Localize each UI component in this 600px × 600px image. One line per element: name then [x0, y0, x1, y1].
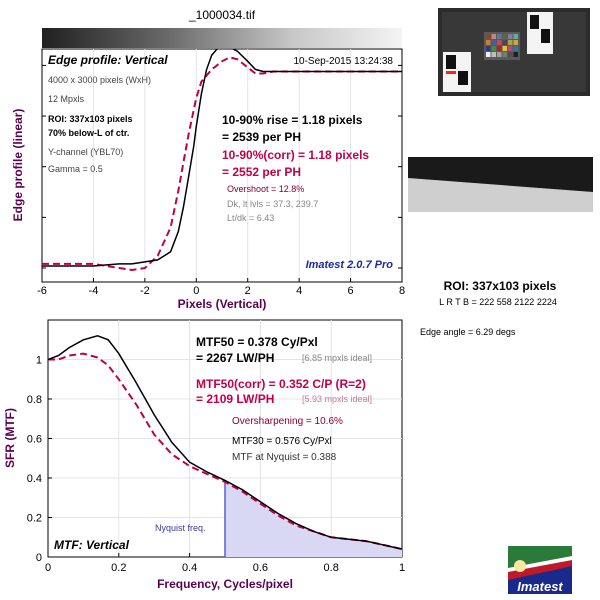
color-patch — [486, 52, 491, 57]
mtf-ylabel: SFR (MTF) — [3, 408, 17, 468]
color-patch — [508, 46, 513, 51]
mtf-panel-label: MTF: Vertical — [54, 538, 130, 552]
color-patch — [491, 40, 496, 45]
mtf50-line1: MTF50 = 0.378 Cy/Pxl — [196, 335, 318, 349]
edge-profile-xlabel: Pixels (Vertical) — [178, 297, 267, 311]
mtf-x-tick-label: 0.4 — [182, 562, 197, 574]
edge-profile-title: Edge profile: Vertical — [48, 53, 168, 67]
edge-profile-datetime: 10-Sep-2015 13:24:38 — [293, 56, 393, 67]
rise-corr-line2: = 2552 per PH — [222, 165, 301, 179]
color-patch — [513, 46, 518, 51]
color-patch — [497, 40, 502, 45]
mtf-y-tick-label: 0 — [36, 552, 42, 564]
mtf-measured-line — [48, 335, 402, 550]
imatest-logo-text: Imatest — [517, 579, 563, 594]
color-patch — [497, 34, 502, 39]
mtf-xlabel: Frequency, Cycles/pixel — [157, 577, 293, 591]
mtf50-line2: = 2267 LW/PH — [196, 351, 274, 365]
mtf-x-tick-label: 0.6 — [253, 562, 268, 574]
edge-profile-x-ticks: -6 -4 -2 0 2 4 6 8 — [37, 64, 405, 297]
mtf50-corr-ideal: [5.93 mpxls ideal] — [302, 394, 372, 404]
color-patch — [513, 52, 518, 57]
info-gamma: Gamma = 0.5 — [48, 164, 103, 174]
nyquist-label: Nyquist freq. — [155, 523, 206, 533]
mtf-gridlines — [48, 320, 402, 557]
color-patch — [497, 46, 502, 51]
color-patch — [502, 46, 507, 51]
info-roi: ROI: 337x103 pixels — [48, 114, 133, 124]
mtf-x-tick-label: 1 — [399, 562, 405, 574]
edge-profile-ylabel: Edge profile (linear) — [11, 109, 25, 222]
test-chart-thumbnail — [438, 8, 590, 96]
color-patch — [513, 40, 518, 45]
edge-profile-x-tick-label: 8 — [399, 285, 405, 297]
color-patch — [497, 52, 502, 57]
overshoot: Overshoot = 12.8% — [227, 184, 304, 194]
edge-angle: Edge angle = 6.29 degs — [420, 327, 516, 337]
roi-coordinates: L R T B = 222 558 2122 2224 — [439, 297, 557, 307]
color-patch — [508, 40, 513, 45]
edge-profile-corrected-line — [42, 56, 402, 272]
info-channel: Y-channel (YBL70) — [48, 147, 123, 157]
rise-line1: 10-90% rise = 1.18 pixels — [222, 113, 363, 127]
color-patch — [486, 34, 491, 39]
mtf-x-tick-label: 0.8 — [324, 562, 339, 574]
color-patch — [508, 52, 513, 57]
color-patch — [508, 34, 513, 39]
nyquist-shaded-area — [225, 480, 402, 557]
info-megapixels: 12 Mpxls — [48, 94, 85, 104]
mtf50-corr-line2: = 2109 LW/PH — [196, 392, 274, 406]
edge-profile-measured-line — [42, 49, 402, 267]
color-patch — [502, 34, 507, 39]
mtf-corrected-line — [48, 352, 402, 551]
mtf-y-tick-label: 0.4 — [27, 473, 42, 485]
imatest-version: Imatest 2.0.7 Pro — [306, 259, 394, 271]
mtf-x-tick-label: 0 — [45, 562, 51, 574]
mtf30: MTF30 = 0.576 Cy/Pxl — [232, 436, 332, 447]
info-dimensions: 4000 x 3000 pixels (WxH) — [48, 75, 151, 85]
color-patch — [486, 46, 491, 51]
mtf50-corr-line1: MTF50(corr) = 0.352 C/P (R=2) — [196, 377, 366, 391]
oversharpening: Oversharpening = 10.6% — [232, 416, 343, 427]
roi-size: ROI: 337x103 pixels — [444, 279, 557, 293]
info-location: 70% below-L of ctr. — [48, 128, 129, 138]
mtf-at-nyquist: MTF at Nyquist = 0.388 — [232, 452, 337, 463]
color-patch — [491, 34, 496, 39]
edge-profile-x-tick-label: -6 — [37, 285, 47, 297]
mtf-y-tick-label: 0.6 — [27, 434, 42, 446]
edge-profile-x-tick-label: 4 — [296, 285, 302, 297]
color-patch — [491, 52, 496, 57]
light-dark-ratio: Lt/dk = 6.43 — [227, 213, 274, 223]
roi-crop-thumbnail — [408, 157, 593, 212]
dark-light-levels: Dk, lt lvls = 37.3, 239.7 — [227, 199, 318, 209]
mtf-x-tick-label: 0.2 — [111, 562, 126, 574]
edge-profile-x-tick-label: 0 — [193, 285, 199, 297]
color-patch — [513, 34, 518, 39]
mtf-y-tick-label: 0.2 — [27, 513, 42, 525]
edge-profile-plot-frame — [41, 48, 403, 283]
edge-profile-x-tick-label: -4 — [89, 285, 99, 297]
color-patch — [486, 40, 491, 45]
color-patch — [502, 52, 507, 57]
edge-profile-gridlines — [92, 49, 352, 282]
edge-profile-x-tick-label: -2 — [140, 285, 150, 297]
edge-profile-x-tick-label: 6 — [348, 285, 354, 297]
color-patch — [502, 40, 507, 45]
file-title: _1000034.tif — [188, 8, 256, 22]
imatest-logo: Imatest — [508, 546, 572, 594]
mtf50-ideal: [6.85 mpxls ideal] — [302, 353, 372, 363]
mtf-axis-ticks: 0 0.2 0.4 0.6 0.8 1 0 0.2 0.4 0.6 0.8 1 — [27, 355, 405, 575]
mtf-y-tick-label: 1 — [36, 355, 42, 367]
mtf-y-tick-label: 0.8 — [27, 394, 42, 406]
gradient-strip — [42, 28, 402, 48]
rise-corr-line1: 10-90%(corr) = 1.18 pixels — [222, 148, 369, 162]
color-patch — [491, 46, 496, 51]
rise-line2: = 2539 per PH — [222, 130, 301, 144]
edge-profile-x-tick-label: 2 — [245, 285, 251, 297]
